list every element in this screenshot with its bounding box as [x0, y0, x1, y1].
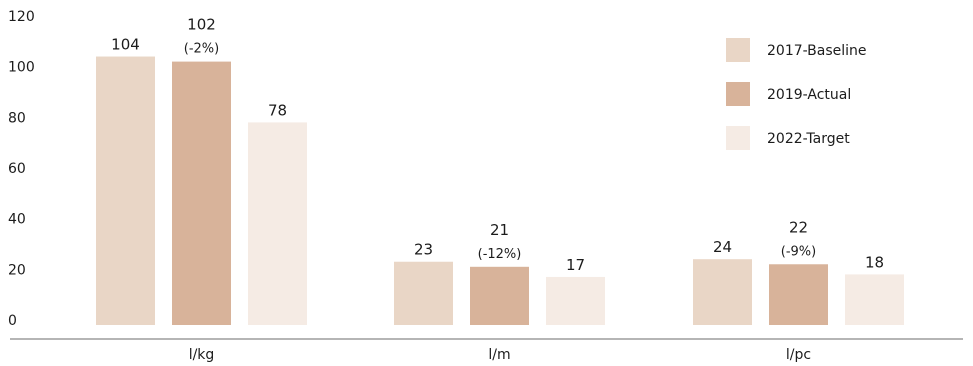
bar-series	[96, 56, 904, 326]
data-label: 104	[111, 36, 140, 54]
data-label: 23	[414, 241, 433, 259]
category-label: l/pc	[786, 347, 811, 363]
y-tick-label: 120	[8, 9, 35, 25]
data-label: 24	[713, 238, 732, 256]
legend-label: 2017-Baseline	[767, 43, 867, 59]
y-tick-label: 80	[8, 110, 26, 126]
y-tick-label: 60	[8, 161, 26, 177]
legend-label: 2022-Target	[767, 131, 850, 147]
change-label: (-12%)	[478, 247, 522, 262]
legend-swatch	[726, 38, 750, 62]
change-label: (-2%)	[184, 42, 219, 57]
category-label: l/kg	[189, 347, 215, 363]
y-axis-ticks: 0 20 40 60 80 100 120	[8, 9, 35, 329]
data-label: 78	[268, 101, 287, 119]
data-label: 22	[789, 218, 808, 236]
data-label: 102	[187, 16, 216, 34]
y-tick-label: 100	[8, 60, 35, 76]
bar	[394, 261, 453, 325]
value-labels: 104 102 (-2%) 78 23 21 (-12%) 17 24 22 (-9%) 18	[111, 16, 884, 274]
data-label: 21	[490, 221, 509, 239]
category-label: l/m	[488, 347, 510, 363]
legend-swatch	[726, 126, 750, 150]
legend: 2017-Baseline 2019-Actual 2022-Target	[726, 38, 867, 150]
y-tick-label: 0	[8, 313, 17, 329]
data-label: 17	[566, 256, 585, 274]
category-labels: l/kg l/m l/pc	[189, 347, 811, 363]
bar	[693, 259, 752, 325]
legend-label: 2019-Actual	[767, 87, 851, 103]
y-tick-label: 40	[8, 212, 26, 228]
data-label: 18	[865, 253, 884, 271]
bar	[845, 274, 904, 325]
bar	[172, 61, 231, 325]
bar	[470, 266, 529, 325]
bar	[546, 276, 605, 325]
y-tick-label: 20	[8, 262, 26, 278]
bar	[248, 122, 307, 326]
legend-swatch	[726, 82, 750, 106]
change-label: (-9%)	[781, 244, 816, 259]
bar	[769, 264, 828, 325]
bar	[96, 56, 155, 326]
